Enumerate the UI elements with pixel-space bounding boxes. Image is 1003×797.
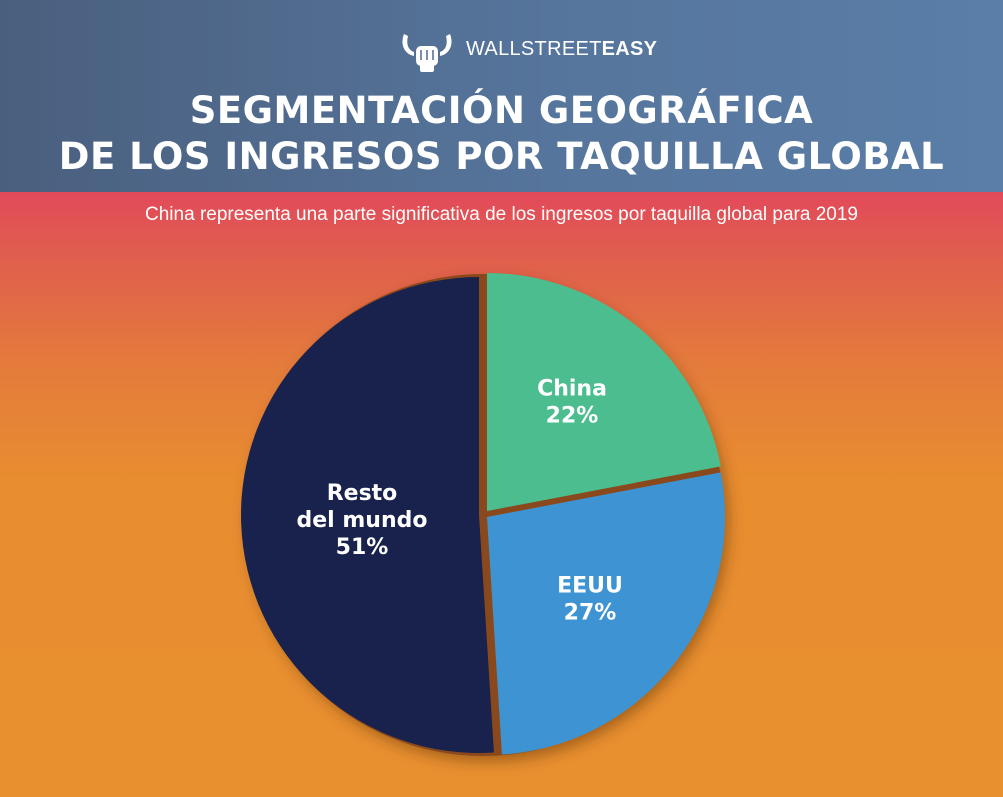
page-title: SEGMENTACIÓN GEOGRÁFICA DE LOS INGRESOS … — [0, 88, 1003, 180]
slice-value-label: 27% — [564, 601, 617, 626]
title-line-2: DE LOS INGRESOS POR TAQUILLA GLOBAL — [58, 135, 945, 178]
slice-category-label: China — [537, 377, 607, 402]
brand-name-light: WALLSTREET — [466, 38, 602, 60]
slice-category-label: Resto — [327, 481, 398, 506]
title-line-1: SEGMENTACIÓN GEOGRÁFICA — [189, 89, 814, 132]
bull-fist-icon — [402, 34, 452, 72]
pie-slice-china — [487, 273, 721, 511]
brand-name-bold: EASY — [601, 38, 658, 60]
slice-value-label: 51% — [336, 535, 389, 560]
chart-subtitle: China representa una parte significativa… — [145, 204, 858, 225]
slice-category-label: EEUU — [557, 574, 623, 599]
pie-slice-resto-del-mundo — [241, 277, 494, 753]
slice-category-label: del mundo — [297, 508, 428, 533]
slice-value-label: 22% — [546, 404, 599, 429]
brand-wordmark: WALLSTREETEASY — [466, 38, 657, 61]
header-banner: WALLSTREETEASY SEGMENTACIÓN GEOGRÁFICA D… — [0, 0, 1003, 192]
pie-slice-eeuu — [487, 472, 725, 755]
